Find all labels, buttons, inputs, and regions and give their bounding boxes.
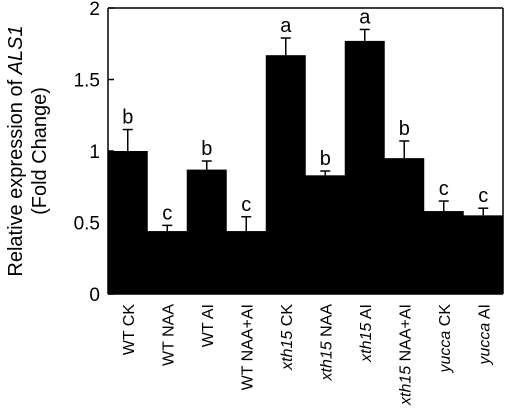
bar [147,231,188,294]
x-tick-label: xth15 AI [358,304,375,363]
significance-letter: b [399,118,410,140]
y-axis-label-line2: (Fold Change) [29,87,51,215]
y-axis-label-gene: ALS1 [5,25,27,75]
y-tick-label: 0 [89,285,100,306]
bar [384,158,425,294]
significance-letter: b [122,107,133,129]
x-tick-label-genotype: xth15 [279,331,296,371]
x-tick-label-treatment: CK [437,304,454,331]
x-tick-label: WT AI [200,304,217,347]
significance-letter: a [280,15,292,37]
x-tick-label-genotype: xth15 [397,366,414,406]
y-tick-label: 1.5 [74,71,100,92]
x-tick-label-genotype: yucca [476,323,493,366]
y-tick-label: 1 [89,142,100,163]
y-axis-label-line1: Relative expression of ALS1 [5,25,27,276]
bar [423,211,464,294]
x-tick-label-treatment: WT NAA [160,304,177,366]
x-tick-label-treatment: WT CK [121,304,138,356]
x-tick-label-treatment: CK [279,304,296,331]
y-axis-label: Relative expression of ALS1(Fold Change) [5,25,51,276]
significance-letter: b [320,148,331,170]
bars: b c b c a b a b c c [107,6,504,294]
x-tick-label-treatment: NAA [318,304,335,342]
x-tick-label-treatment: NAA+AI [397,304,414,366]
x-tick-label: xth15 NAA+AI [397,304,414,406]
significance-letter: a [359,6,371,28]
x-tick-label: yucca AI [476,304,493,365]
significance-letter: c [241,194,251,216]
x-tick-label-genotype: xth15 [318,341,335,381]
x-tick-label-genotype: yucca [437,331,454,374]
bar [305,175,346,294]
x-tick-label: WT NAA [160,304,177,366]
x-tick-label-genotype: xth15 [358,323,375,363]
y-tick-label: 2 [89,0,100,20]
bar [107,151,148,294]
x-tick-label-treatment: AI [358,304,375,323]
bar [463,215,504,294]
y-tick-label: 0.5 [74,214,100,235]
x-tick-label: WT CK [121,304,138,356]
y-axis-label-text: Relative expression of [5,74,27,276]
x-tick-label: WT NAA+AI [239,304,256,390]
bar [226,231,267,294]
significance-letter: c [162,202,172,224]
bar [265,55,306,294]
x-tick-label: yucca CK [437,304,454,374]
x-tick-label-treatment: WT AI [200,304,217,347]
x-tick-label-treatment: AI [476,304,493,323]
x-tick-label: xth15 CK [279,304,296,371]
bar [344,40,385,294]
x-tick-label: xth15 NAA [318,304,335,382]
significance-letter: c [478,185,488,207]
x-tick-label-treatment: WT NAA+AI [239,304,256,390]
significance-letter: c [439,178,449,200]
significance-letter: b [201,138,212,160]
bar [186,169,227,294]
